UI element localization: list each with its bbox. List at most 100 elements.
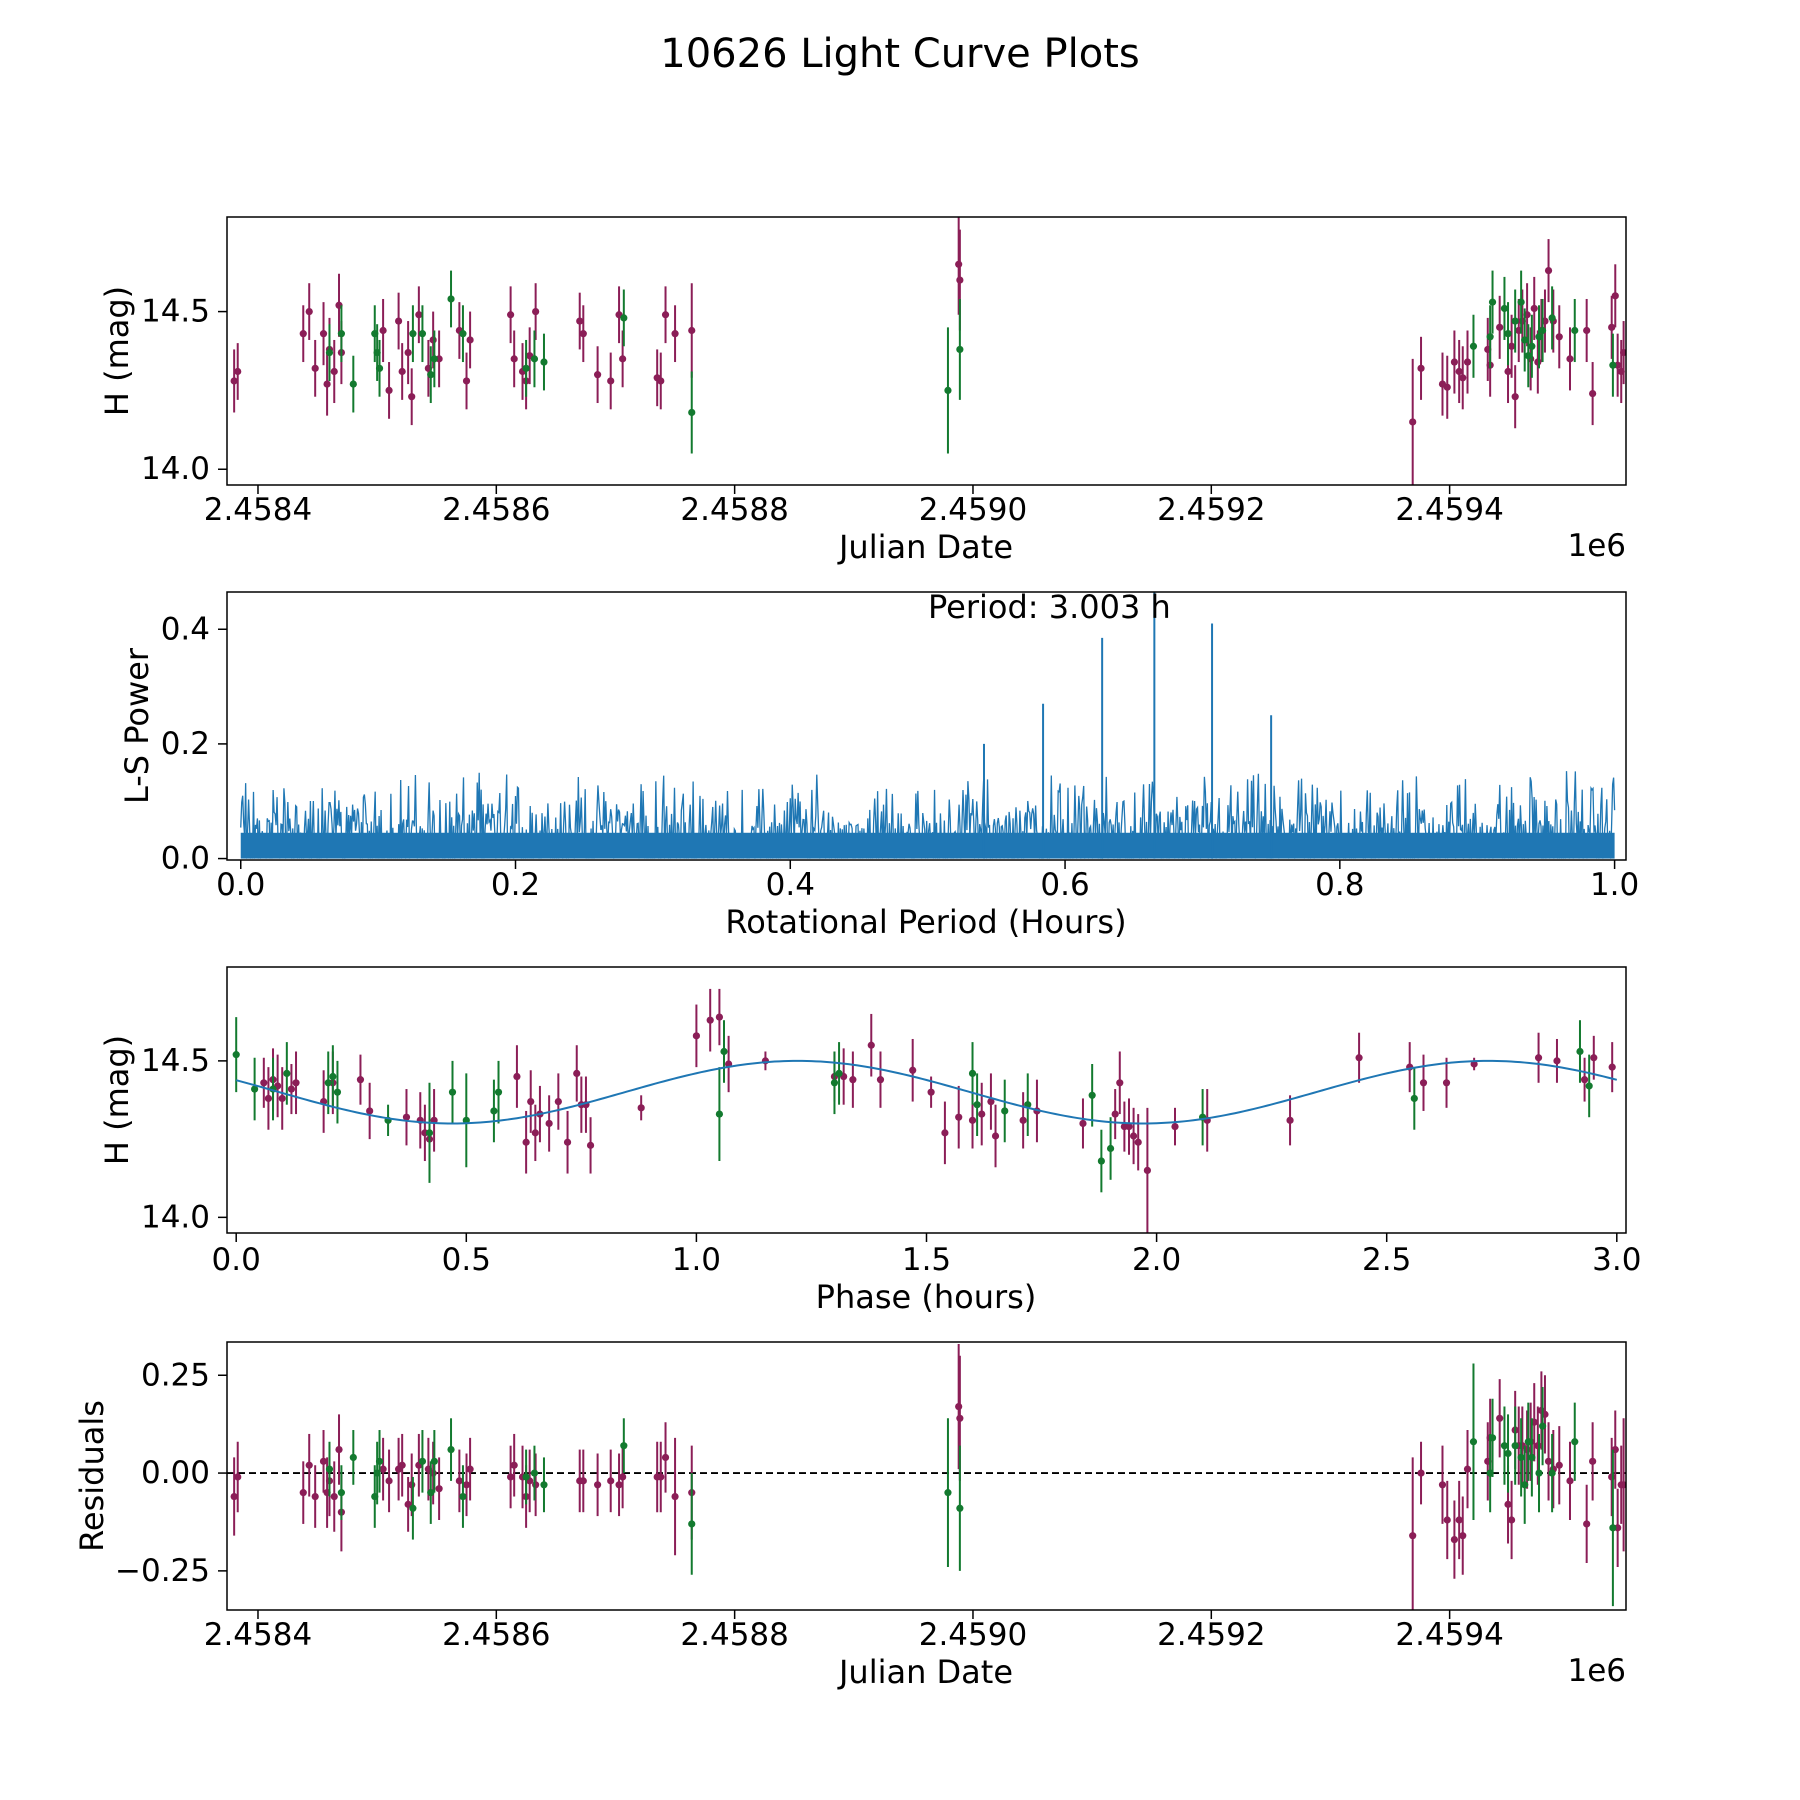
data-point (927, 1088, 935, 1096)
data-point (427, 371, 435, 379)
x-tick-label: 2.4588 (680, 492, 788, 528)
data-point (1538, 1422, 1547, 1430)
x-tick-label: 1.0 (672, 1242, 721, 1278)
data-point (692, 1032, 701, 1040)
y-axis-label: H (mag) (98, 286, 136, 416)
data-point (299, 330, 307, 338)
data-point (1019, 1116, 1027, 1124)
data-point (402, 1113, 411, 1121)
data-point (1530, 304, 1538, 313)
data-point (720, 1047, 728, 1056)
data-point (1511, 317, 1519, 325)
data-point (1410, 1094, 1418, 1103)
data-point (522, 1138, 530, 1146)
panel-periodogram-y-axis: 0.0 0.2 0.4 (161, 611, 227, 877)
data-point (425, 1129, 434, 1137)
data-point (398, 367, 406, 376)
data-point (941, 1129, 949, 1137)
data-point (661, 311, 670, 319)
data-point (1488, 298, 1497, 306)
data-point (455, 1477, 463, 1485)
data-point (1524, 1438, 1532, 1446)
y-tick-label: 0.0 (161, 841, 210, 877)
data-point (394, 317, 403, 325)
data-point (530, 1469, 539, 1477)
data-point (956, 1414, 964, 1422)
data-point (1106, 1144, 1115, 1153)
data-point (330, 1492, 338, 1501)
x-tick-label: 2.4586 (442, 492, 550, 528)
data-point (968, 1069, 977, 1077)
data-point (1459, 1532, 1467, 1540)
data-point (1469, 1438, 1478, 1446)
data-point (335, 1445, 343, 1454)
data-point (323, 380, 331, 388)
data-point (1079, 1119, 1087, 1128)
x-tick-label: 2.4594 (1395, 492, 1503, 528)
data-point (510, 355, 518, 363)
x-tick-label: 2.5 (1362, 1242, 1411, 1278)
data-point (1609, 361, 1617, 369)
data-point (319, 1457, 328, 1465)
panel-phase-fold-y-axis: 14.0 14.5 (141, 1043, 227, 1235)
data-point (607, 1477, 615, 1485)
data-point (1585, 1082, 1593, 1090)
data-point (325, 1465, 334, 1473)
data-point (607, 377, 615, 385)
data-point (594, 1481, 602, 1489)
data-point (1535, 333, 1543, 341)
data-point (1534, 358, 1542, 366)
data-point (955, 260, 963, 268)
period-annotation: Period: 3.003 h (928, 588, 1171, 626)
y-tick-label: 14.5 (141, 1043, 210, 1079)
data-point (1571, 1438, 1579, 1446)
data-point (973, 1101, 981, 1109)
data-point (688, 1520, 696, 1528)
data-point (657, 1473, 665, 1481)
data-point (1566, 1477, 1574, 1485)
x-tick-label: 0.4 (766, 867, 815, 903)
data-point (579, 330, 587, 338)
data-point (418, 330, 427, 338)
data-point (1125, 1123, 1133, 1131)
data-point (671, 1492, 679, 1501)
data-point (1608, 1063, 1616, 1071)
data-point (1419, 1079, 1428, 1087)
data-point (1500, 1442, 1509, 1450)
data-point (408, 1481, 416, 1489)
data-point (1534, 1442, 1542, 1450)
data-point (968, 1116, 977, 1124)
y-tick-label: −0.25 (115, 1553, 210, 1589)
data-point (385, 1477, 393, 1485)
data-point (409, 1504, 417, 1512)
data-point (260, 1079, 268, 1087)
data-point (447, 295, 455, 303)
data-point (234, 367, 242, 376)
data-point (1620, 1481, 1626, 1489)
data-point (944, 1489, 952, 1497)
data-point (615, 1481, 623, 1489)
data-point (1504, 1500, 1512, 1508)
data-point (366, 1107, 374, 1115)
data-point (619, 355, 627, 363)
x-tick-label: 0.8 (1315, 867, 1364, 903)
figure-title: 10626 Light Curve Plots (660, 31, 1139, 77)
y-tick-label: 0.2 (161, 726, 210, 762)
panel-residuals-data (227, 1343, 1626, 1610)
panel-residuals: 2.4584 2.4586 2.4588 2.4590 2.4592 2.459… (73, 1341, 1627, 1691)
data-point (1134, 1138, 1142, 1146)
data-point (1589, 1457, 1597, 1465)
x-tick-label: 2.4592 (1157, 1617, 1265, 1653)
data-point (1469, 342, 1478, 350)
data-point (944, 386, 952, 395)
data-point (1442, 1079, 1451, 1087)
data-point (1553, 1057, 1561, 1065)
data-point (311, 364, 319, 372)
data-point (330, 367, 338, 376)
data-point (356, 1076, 365, 1084)
x-tick-label: 1.0 (1590, 867, 1639, 903)
data-point (337, 1489, 345, 1497)
data-point (466, 336, 474, 344)
x-tick-label: 2.4590 (919, 1617, 1027, 1653)
